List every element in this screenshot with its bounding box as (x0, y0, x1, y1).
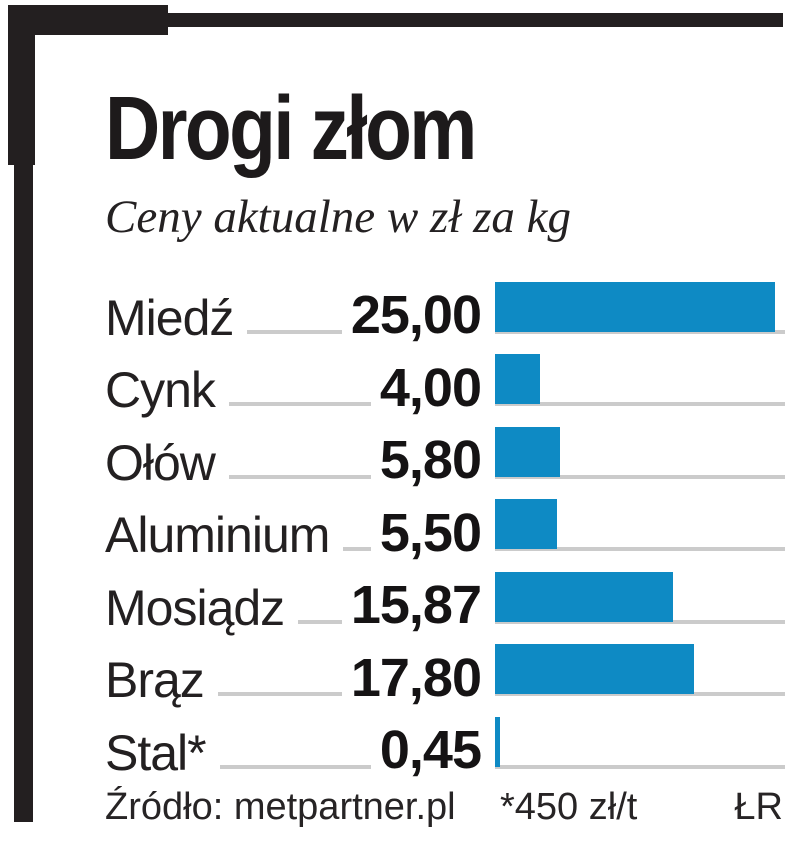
value-bar (495, 644, 694, 694)
chart-row: Ołów 5,80 (105, 416, 785, 489)
leader-line (298, 619, 342, 624)
bar-track (495, 561, 785, 634)
value-bar (495, 281, 775, 332)
chart-row: Aluminium 5,50 (105, 489, 785, 563)
bar-chart: Miedź 25,00 Cynk 4,00 Ołów 5,80 Aluminiu… (105, 271, 785, 779)
frame-left-thick-bar (8, 5, 35, 165)
bar-track (495, 489, 785, 562)
leader-line (228, 474, 371, 479)
leader-line (228, 402, 371, 406)
leader-line (247, 329, 342, 334)
baseline (495, 619, 785, 624)
chart-row: Mosiądz 15,87 (105, 561, 785, 634)
chart-row: Brąz 17,80 (105, 634, 785, 708)
baseline (495, 329, 785, 334)
bar-track (495, 344, 785, 417)
value-bar (495, 426, 560, 477)
bar-track (495, 416, 785, 489)
chart-title: Drogi złom (105, 79, 477, 179)
baseline (495, 547, 785, 551)
price-value: 0,45 (379, 720, 482, 781)
frame-top-rule (168, 13, 783, 27)
baseline (495, 692, 785, 696)
leader-line (217, 692, 342, 696)
value-bar (495, 571, 673, 622)
metal-label: Cynk (105, 362, 216, 418)
value-bar (495, 716, 500, 767)
baseline (495, 402, 785, 406)
price-value: 25,00 (350, 285, 482, 346)
baseline (495, 474, 785, 479)
value-bar (495, 499, 557, 549)
credit-text: ŁR (734, 786, 783, 828)
chart-subtitle: Ceny aktualne w zł za kg (105, 191, 572, 243)
metal-label: Brąz (105, 652, 205, 708)
metal-label: Miedź (105, 289, 234, 346)
source-text: Źródło: metpartner.pl (105, 786, 456, 828)
price-value: 5,80 (379, 430, 482, 491)
metal-label: Aluminium (105, 507, 330, 563)
frame-left-rule (14, 160, 33, 822)
bar-track (495, 634, 785, 707)
chart-row: Cynk 4,00 (105, 344, 785, 418)
bar-track (495, 706, 785, 779)
leader-line (219, 764, 371, 769)
chart-row: Stal* 0,45 (105, 706, 785, 779)
price-value: 4,00 (379, 357, 482, 418)
leader-line (343, 547, 371, 551)
metal-label: Stal* (105, 724, 207, 781)
chart-row: Miedź 25,00 (105, 271, 785, 344)
metal-label: Ołów (105, 434, 216, 491)
bar-track (495, 271, 785, 344)
metal-label: Mosiądz (105, 579, 285, 636)
footer: Źródło: metpartner.pl *450 zł/t ŁR (105, 788, 783, 832)
price-value: 5,50 (379, 502, 482, 563)
price-value: 15,87 (350, 575, 482, 636)
baseline (495, 764, 785, 769)
value-bar (495, 354, 540, 404)
footnote-text: *450 zł/t (500, 786, 638, 828)
price-value: 17,80 (350, 647, 482, 708)
